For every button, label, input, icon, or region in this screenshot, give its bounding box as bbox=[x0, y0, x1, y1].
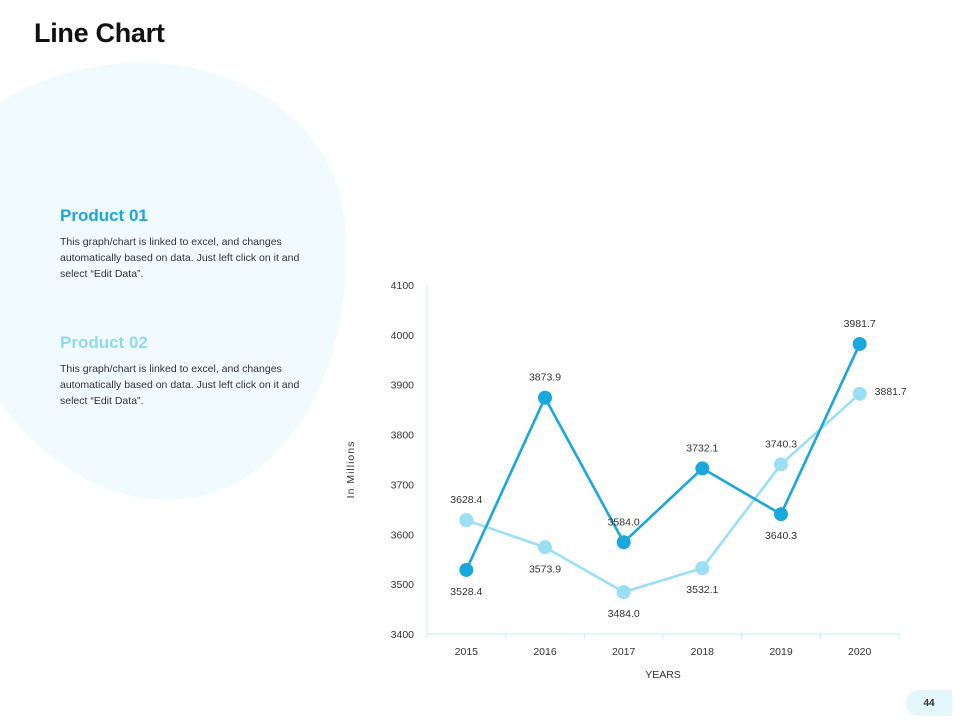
data-point-product-02 bbox=[459, 513, 474, 528]
page-number-badge: 44 bbox=[906, 690, 952, 716]
data-label: 3640.3 bbox=[765, 530, 797, 542]
y-axis-title: In Millions bbox=[345, 441, 357, 499]
data-label: 3628.4 bbox=[450, 494, 482, 506]
product-02-block: Product 02 This graph/chart is linked to… bbox=[60, 333, 300, 409]
data-label: 3881.7 bbox=[875, 386, 907, 398]
x-tick-label: 2016 bbox=[533, 646, 557, 658]
y-tick-label: 3900 bbox=[391, 380, 415, 392]
product-01-description: This graph/chart is linked to excel, and… bbox=[60, 236, 300, 280]
data-label: 3532.1 bbox=[686, 584, 718, 596]
y-tick-label: 3500 bbox=[391, 579, 415, 591]
x-tick-label: 2020 bbox=[848, 646, 872, 658]
page-title: Line Chart bbox=[34, 18, 165, 48]
data-label: 3873.9 bbox=[529, 372, 561, 384]
data-point-product-01 bbox=[774, 507, 788, 522]
data-point-product-01 bbox=[695, 461, 710, 476]
data-point-product-02 bbox=[852, 386, 867, 401]
data-point-product-01 bbox=[616, 535, 631, 550]
data-label: 3981.7 bbox=[844, 318, 876, 330]
product-01-title: Product 01 bbox=[60, 206, 148, 225]
background-shape bbox=[0, 41, 372, 523]
line-chart: 3400 3500 3600 3700 3800 3900 4000 4100 2015 2016… bbox=[345, 280, 907, 681]
data-point-product-02 bbox=[774, 457, 788, 472]
data-label: 3740.3 bbox=[765, 438, 797, 450]
data-point-product-01 bbox=[852, 336, 867, 351]
x-tick-label: 2015 bbox=[455, 646, 479, 658]
data-label: 3484.0 bbox=[608, 608, 640, 620]
product-02-title: Product 02 bbox=[60, 333, 148, 352]
x-tick-label: 2018 bbox=[691, 646, 715, 658]
x-tick-label: 2017 bbox=[612, 646, 636, 658]
y-tick-label: 3700 bbox=[391, 479, 415, 491]
data-label: 3584.0 bbox=[608, 516, 640, 528]
y-tick-label: 3800 bbox=[391, 430, 415, 442]
series-line-product-02 bbox=[465, 392, 861, 594]
product-01-block: Product 01 This graph/chart is linked to… bbox=[60, 206, 300, 282]
data-point-product-01 bbox=[538, 390, 552, 405]
y-tick-label: 4000 bbox=[391, 330, 415, 342]
y-tick-label: 3600 bbox=[391, 529, 415, 541]
x-tick-label: 2019 bbox=[769, 646, 793, 658]
y-tick-label: 4100 bbox=[391, 280, 415, 292]
data-point-product-02 bbox=[616, 585, 631, 600]
series-line-product-01 bbox=[465, 343, 861, 571]
data-label: 3732.1 bbox=[686, 442, 718, 454]
data-label: 3573.9 bbox=[529, 563, 561, 575]
y-tick-label: 3400 bbox=[391, 629, 415, 641]
x-axis-title: YEARS bbox=[645, 669, 681, 681]
product-02-description: This graph/chart is linked to excel, and… bbox=[60, 363, 300, 407]
data-point-product-02 bbox=[538, 540, 552, 555]
data-point-product-02 bbox=[695, 561, 710, 576]
data-point-product-01 bbox=[459, 562, 474, 577]
data-label: 3528.4 bbox=[450, 586, 482, 598]
